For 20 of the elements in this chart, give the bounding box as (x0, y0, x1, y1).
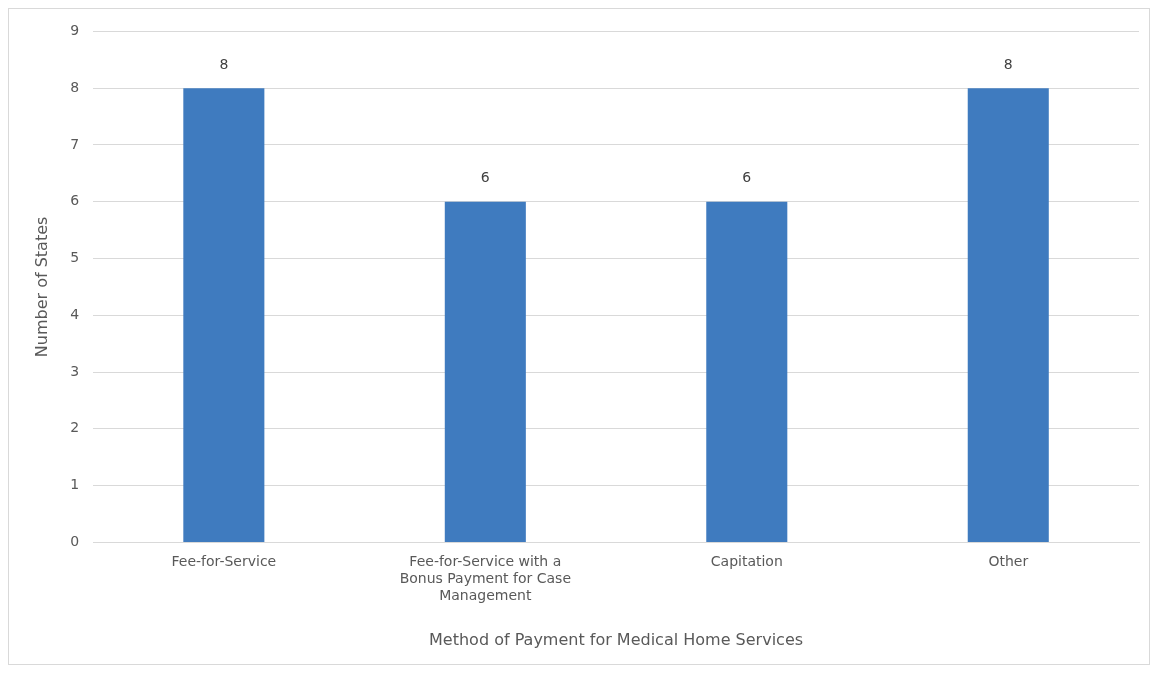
y-axis-title: Number of States (31, 216, 51, 358)
data-label: 6 (480, 169, 490, 186)
x-tick-label: Fee-for-Service (171, 553, 277, 570)
y-tick-label: 4 (70, 305, 80, 322)
y-tick-label: 1 (70, 476, 80, 493)
x-tick-label: Capitation (710, 553, 783, 570)
y-tick-label: 7 (70, 135, 80, 152)
y-tick-label: 0 (70, 533, 80, 550)
y-tick-label: 3 (70, 362, 80, 379)
data-label: 8 (219, 55, 229, 72)
y-tick-label: 8 (70, 78, 80, 95)
y-tick-label: 9 (70, 22, 80, 39)
data-label: 8 (1003, 55, 1013, 72)
data-label: 6 (742, 169, 752, 186)
x-tick-label: Fee-for-Service with a Bonus Payment for Case Management (399, 553, 571, 604)
y-tick-label: 2 (70, 419, 80, 436)
x-axis-title: Method of Payment for Medical Home Services (429, 629, 804, 649)
y-tick-label: 5 (70, 249, 80, 266)
y-tick-label: 6 (70, 192, 80, 209)
x-tick-label: Other (988, 553, 1029, 570)
